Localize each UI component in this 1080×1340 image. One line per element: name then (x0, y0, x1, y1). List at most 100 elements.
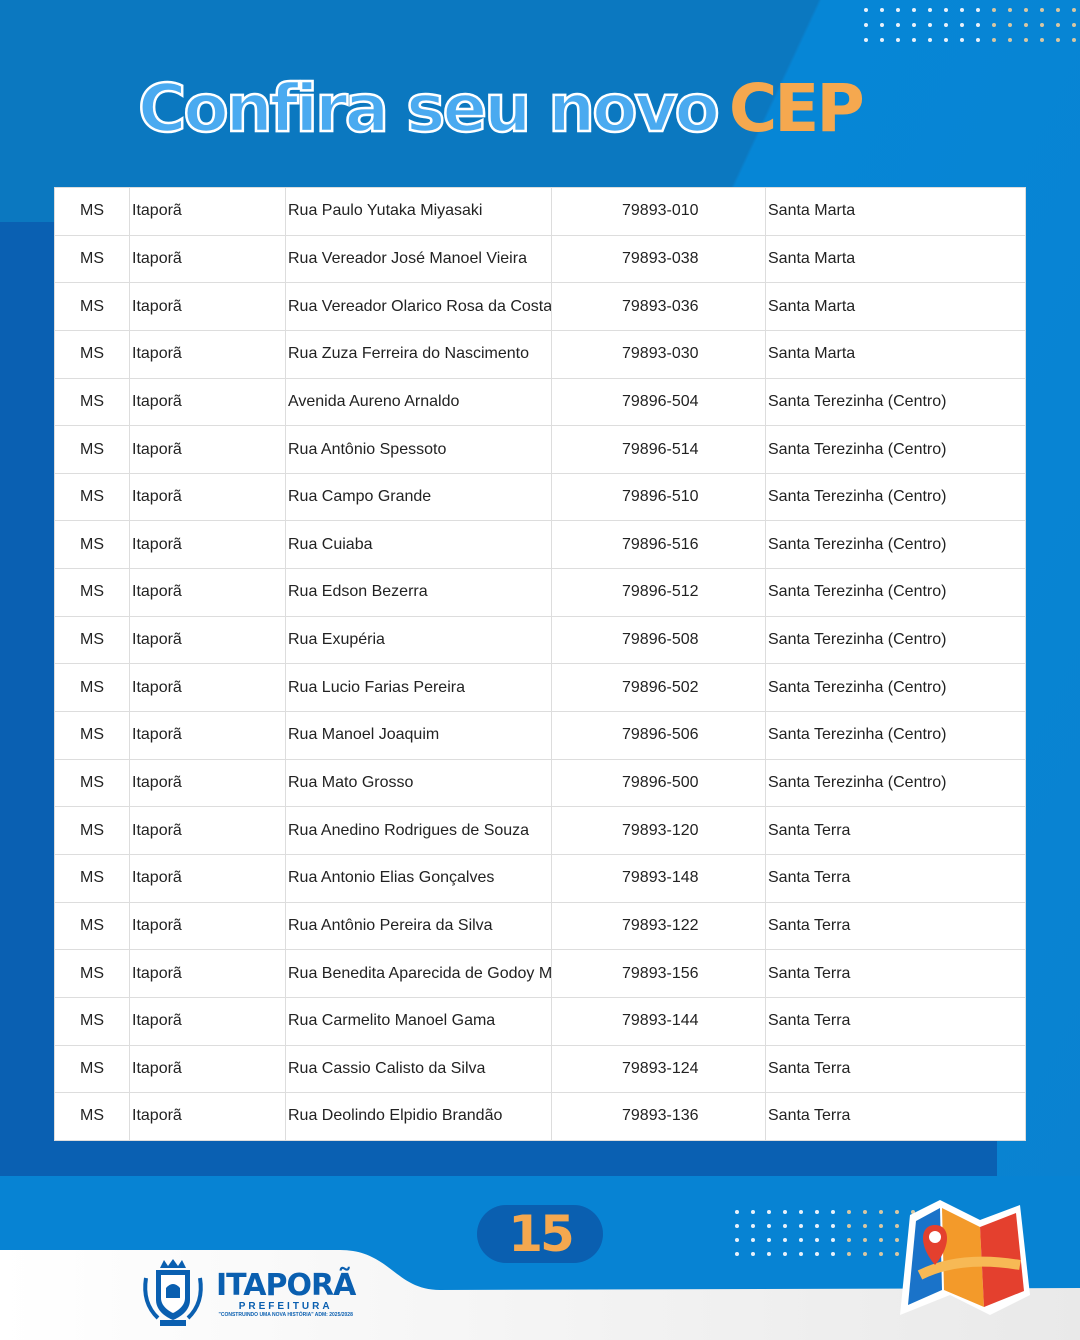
dot (1024, 8, 1028, 12)
state-cell: MS (54, 520, 130, 570)
street-cell: Rua Cassio Calisto da Silva (285, 1044, 552, 1094)
table-row: MS Itaporã Rua Benedita Aparecida de Godoy… (54, 949, 1026, 998)
dot (799, 1238, 803, 1242)
street-cell: Rua Lucio Farias Pereira (285, 663, 552, 713)
dot (992, 38, 996, 42)
table-row: MS Itaporã Rua Antonio Elias Gonçalves 7989… (54, 853, 1026, 903)
dot (912, 23, 916, 27)
dot (767, 1224, 771, 1228)
dot (831, 1238, 835, 1242)
dot (863, 1210, 867, 1214)
state-cell: MS (54, 901, 130, 951)
cep-table: MS Itaporã Rua Paulo Yutaka Miyasaki 79893-… (54, 187, 1026, 1141)
cep-cell: 79893-120 (551, 806, 766, 855)
title-outline-text: Confira seu novo (137, 69, 721, 149)
cep-cell: 79896-504 (551, 377, 766, 427)
city-cell: Itaporã (129, 520, 286, 570)
dot (912, 8, 916, 12)
dot (1072, 23, 1076, 27)
neighborhood-cell: Santa Terezinha (Centro) (765, 663, 1026, 713)
dot (976, 38, 980, 42)
street-cell: Rua Antônio Spessoto (285, 425, 552, 474)
cep-cell: 79893-144 (551, 996, 766, 1046)
dot (1056, 23, 1060, 27)
dot (1024, 23, 1028, 27)
dot (751, 1238, 755, 1242)
dot (751, 1224, 755, 1228)
dot (879, 1238, 883, 1242)
city-cell: Itaporã (129, 853, 286, 903)
street-cell: Rua Manoel Joaquim (285, 711, 552, 760)
page-number-badge: 15 (477, 1205, 603, 1263)
city-cell: Itaporã (129, 1044, 286, 1094)
map-pin-icon (900, 1200, 1030, 1315)
neighborhood-cell: Santa Terra (765, 853, 1026, 903)
state-cell: MS (54, 377, 130, 427)
street-cell: Rua Deolindo Elpidio Brandão (285, 1092, 552, 1141)
dot (864, 23, 868, 27)
state-cell: MS (54, 568, 130, 617)
street-cell: Rua Antônio Pereira da Silva (285, 901, 552, 951)
street-cell: Rua Vereador José Manoel Vieira (285, 234, 552, 284)
dot (976, 23, 980, 27)
dot (751, 1210, 755, 1214)
dot (735, 1238, 739, 1242)
dot (960, 8, 964, 12)
table-row: MS Itaporã Rua Cuiaba 79896-516 Santa Terezi… (54, 520, 1026, 570)
table-row: MS Itaporã Rua Zuza Ferreira do Nascimento… (54, 329, 1026, 379)
dot (944, 23, 948, 27)
neighborhood-cell: Santa Terezinha (Centro) (765, 711, 1026, 760)
city-cell: Itaporã (129, 615, 286, 665)
city-cell: Itaporã (129, 663, 286, 713)
dot (847, 1238, 851, 1242)
logo-tagline: "CONSTRUINDO UMA NOVA HISTÓRIA" ADM: 202… (218, 1311, 353, 1318)
dot (896, 38, 900, 42)
state-cell: MS (54, 282, 130, 331)
dot (895, 1252, 899, 1256)
dot (767, 1252, 771, 1256)
table-row: MS Itaporã Avenida Aureno Arnaldo 79896-504… (54, 377, 1026, 427)
dot (976, 8, 980, 12)
dot (880, 23, 884, 27)
cep-cell: 79896-516 (551, 520, 766, 570)
city-cell: Itaporã (129, 996, 286, 1046)
dot (960, 38, 964, 42)
cep-cell: 79893-036 (551, 282, 766, 331)
cep-cell: 79893-122 (551, 901, 766, 951)
dot (863, 1252, 867, 1256)
dot (960, 23, 964, 27)
state-cell: MS (54, 1044, 130, 1094)
dot (783, 1238, 787, 1242)
city-cell: Itaporã (129, 472, 286, 522)
street-cell: Rua Antonio Elias Gonçalves (285, 853, 552, 903)
state-cell: MS (54, 472, 130, 522)
street-cell: Rua Anedino Rodrigues de Souza (285, 806, 552, 855)
table-row: MS Itaporã Rua Manoel Joaquim 79896-506 Sant… (54, 711, 1026, 760)
dot (879, 1224, 883, 1228)
decorative-dots (864, 8, 1076, 42)
dot (1024, 38, 1028, 42)
table-row: MS Itaporã Rua Anedino Rodrigues de Souza 7… (54, 806, 1026, 855)
dot (879, 1210, 883, 1214)
state-cell: MS (54, 234, 130, 284)
dot (1056, 8, 1060, 12)
table-row: MS Itaporã Rua Campo Grande 79896-510 Santa … (54, 472, 1026, 522)
city-cell: Itaporã (129, 377, 286, 427)
street-cell: Rua Benedita Aparecida de Godoy Mo (285, 949, 552, 998)
table-row: MS Itaporã Rua Carmelito Manoel Gama 79893-… (54, 996, 1026, 1046)
dot (880, 38, 884, 42)
logo-subtitle: PREFEITURA (238, 1300, 333, 1312)
table-row: MS Itaporã Rua Antônio Spessoto 79896-514 Sa… (54, 425, 1026, 474)
neighborhood-cell: Santa Terezinha (Centro) (765, 615, 1026, 665)
neighborhood-cell: Santa Terra (765, 806, 1026, 855)
cep-cell: 79893-148 (551, 853, 766, 903)
neighborhood-cell: Santa Terra (765, 1044, 1026, 1094)
dot (911, 1210, 915, 1214)
neighborhood-cell: Santa Terezinha (Centro) (765, 377, 1026, 427)
dot (783, 1252, 787, 1256)
city-cell: Itaporã (129, 758, 286, 808)
dot (799, 1252, 803, 1256)
cep-cell: 79896-502 (551, 663, 766, 713)
dot (1040, 8, 1044, 12)
dot (799, 1210, 803, 1214)
